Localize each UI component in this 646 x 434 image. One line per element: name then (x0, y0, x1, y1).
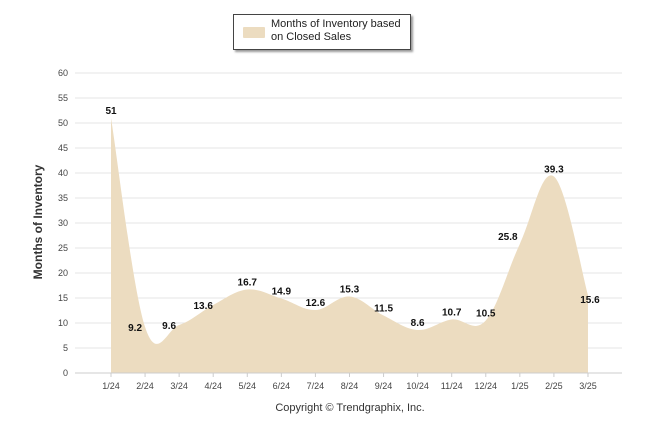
copyright-footer: Copyright © Trendgraphix, Inc. (275, 402, 425, 414)
y-tick-label: 5 (63, 343, 68, 353)
x-tick-label: 1/25 (511, 381, 529, 391)
data-label: 9.2 (128, 323, 142, 334)
data-label: 25.8 (498, 232, 518, 243)
x-tick-label: 5/24 (239, 381, 257, 391)
y-tick-label: 40 (58, 168, 68, 178)
data-label: 39.3 (544, 165, 564, 176)
x-tick-label: 9/24 (375, 381, 393, 391)
y-tick-label: 10 (58, 318, 68, 328)
y-tick-label: 60 (58, 68, 68, 78)
x-tick-label: 12/24 (475, 381, 498, 391)
legend-label: Months of Inventory based on Closed Sale… (271, 18, 401, 43)
data-label: 13.6 (193, 301, 213, 312)
x-tick-label: 6/24 (273, 381, 291, 391)
data-label: 51 (105, 106, 117, 117)
x-tick-label: 8/24 (341, 381, 359, 391)
series-area-path (111, 118, 588, 373)
x-tick-label: 10/24 (406, 381, 429, 391)
data-label: 11.5 (374, 304, 393, 315)
y-tick-label: 45 (58, 143, 68, 153)
data-label: 12.6 (306, 298, 326, 309)
x-tick-label: 2/24 (136, 381, 154, 391)
y-tick-label: 50 (58, 118, 68, 128)
x-tick-label: 3/24 (170, 381, 188, 391)
y-tick-label: 0 (63, 368, 68, 378)
y-tick-label: 30 (58, 218, 68, 228)
x-tick-label: 11/24 (441, 381, 463, 391)
legend-swatch (243, 27, 265, 38)
x-tick-label: 1/24 (102, 381, 120, 391)
legend: Months of Inventory based on Closed Sale… (233, 14, 411, 50)
y-tick-label: 20 (58, 268, 68, 278)
axes: 0 5 10 15 20 25 30 35 40 45 50 55 60 1/24 2/24 3/24 4/24… (58, 68, 622, 391)
data-label: 16.7 (238, 278, 258, 289)
y-tick-label: 15 (58, 293, 68, 303)
data-label: 10.7 (442, 308, 462, 319)
gridlines (75, 72, 622, 349)
x-tick-label: 7/24 (307, 381, 325, 391)
data-label: 14.9 (272, 287, 292, 298)
x-tick-label: 3/25 (579, 381, 597, 391)
series-area (111, 118, 588, 373)
data-label: 8.6 (411, 318, 425, 329)
data-label: 9.6 (162, 321, 176, 332)
y-tick-label: 55 (58, 93, 68, 103)
x-tick-label: 4/24 (204, 381, 222, 391)
data-label: 15.3 (340, 285, 360, 296)
data-label: 15.6 (580, 295, 600, 306)
data-label: 10.5 (476, 309, 496, 320)
x-tick-label: 2/25 (545, 381, 563, 391)
data-labels: 51 9.2 9.6 13.6 16.7 14.9 12.6 15.3 11.5 8.6 10.7 1… (105, 106, 600, 334)
y-tick-label: 25 (58, 243, 68, 253)
y-axis-title: Months of Inventory (31, 164, 45, 279)
y-tick-label: 35 (58, 193, 68, 203)
